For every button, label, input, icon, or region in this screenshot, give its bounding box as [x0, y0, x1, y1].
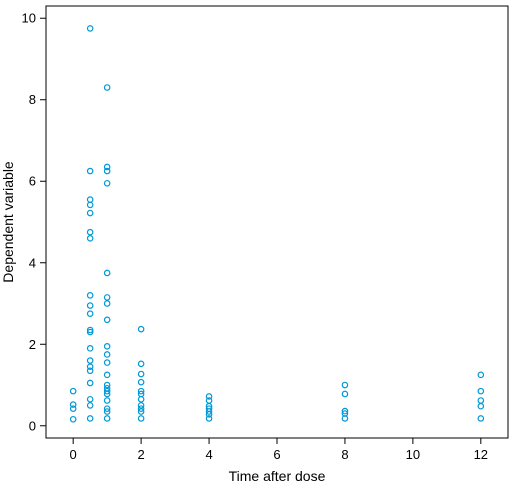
data-point: [137, 408, 145, 415]
data-point: [86, 326, 94, 334]
data-point: [341, 390, 349, 398]
data-point: [69, 401, 77, 408]
data-point: [137, 402, 145, 409]
x-tick-label: 0: [70, 447, 77, 462]
data-point: [86, 363, 94, 370]
data-point: [103, 84, 111, 91]
data-point: [137, 415, 145, 422]
data-point: [86, 357, 94, 364]
data-point: [477, 387, 485, 395]
data-point: [86, 310, 94, 317]
data-point: [103, 397, 111, 404]
data-point: [69, 387, 77, 395]
y-axis: 0 2 4 6 8 10: [22, 11, 46, 433]
data-point: [86, 25, 94, 32]
data-point: [86, 209, 94, 217]
data-point: [86, 367, 94, 375]
data-point: [86, 235, 94, 242]
data-point: [86, 228, 94, 236]
data-point: [103, 294, 111, 301]
plot-frame: [45, 5, 509, 439]
data-point: [103, 390, 111, 398]
data-point: [103, 179, 111, 187]
x-tick-label: 2: [138, 447, 145, 462]
data-point: [103, 387, 111, 395]
y-tick-label: 0: [29, 418, 36, 433]
data-point: [86, 167, 94, 175]
data-point: [86, 201, 94, 209]
data-point: [103, 163, 111, 171]
y-tick-label: 10: [22, 11, 36, 26]
data-point: [86, 379, 94, 387]
data-point: [137, 378, 145, 386]
data-point: [341, 415, 349, 422]
data-point: [86, 345, 94, 352]
data-point: [103, 381, 111, 389]
data-point: [103, 359, 111, 366]
data-point: [86, 196, 94, 203]
data-point: [341, 407, 349, 415]
data-point: [205, 411, 213, 418]
x-tick-label: 6: [273, 447, 280, 462]
data-point: [205, 408, 213, 415]
data-point: [103, 269, 111, 277]
y-tick-label: 6: [29, 174, 36, 189]
data-point: [86, 415, 94, 422]
x-axis: 0 2 4 6 8 10 12: [70, 438, 488, 462]
x-tick-label: 12: [474, 447, 488, 462]
data-point: [103, 371, 111, 379]
data-point: [86, 302, 94, 309]
data-point: [103, 408, 111, 415]
data-point: [69, 405, 77, 412]
data-point: [477, 402, 485, 410]
data-point: [103, 405, 111, 412]
y-axis-label: Dependent variable: [0, 161, 16, 283]
x-tick-label: 10: [406, 447, 420, 462]
data-point: [137, 325, 145, 333]
data-point: [103, 351, 111, 358]
data-point: [205, 393, 213, 400]
data-points: [69, 25, 485, 423]
data-point: [137, 405, 145, 412]
y-tick-label: 2: [29, 337, 36, 352]
data-point: [137, 360, 145, 368]
data-point: [103, 167, 111, 175]
data-point: [205, 415, 213, 422]
x-tick-label: 8: [341, 447, 348, 462]
data-point: [477, 415, 485, 422]
data-point: [477, 397, 485, 404]
data-point: [137, 387, 145, 395]
data-point: [341, 381, 349, 389]
x-tick-label: 4: [205, 447, 212, 462]
x-axis-label: Time after dose: [229, 468, 326, 484]
data-point: [103, 343, 111, 350]
y-tick-label: 8: [29, 92, 36, 107]
data-point: [137, 370, 145, 378]
data-point: [86, 395, 94, 403]
data-point: [103, 316, 111, 324]
data-point: [69, 415, 77, 423]
data-point: [86, 292, 94, 299]
data-point: [103, 300, 111, 307]
data-point: [103, 415, 111, 422]
y-tick-label: 4: [29, 255, 36, 270]
data-point: [477, 371, 485, 379]
data-point: [86, 402, 94, 409]
data-point: [86, 328, 94, 336]
data-point: [137, 395, 145, 403]
